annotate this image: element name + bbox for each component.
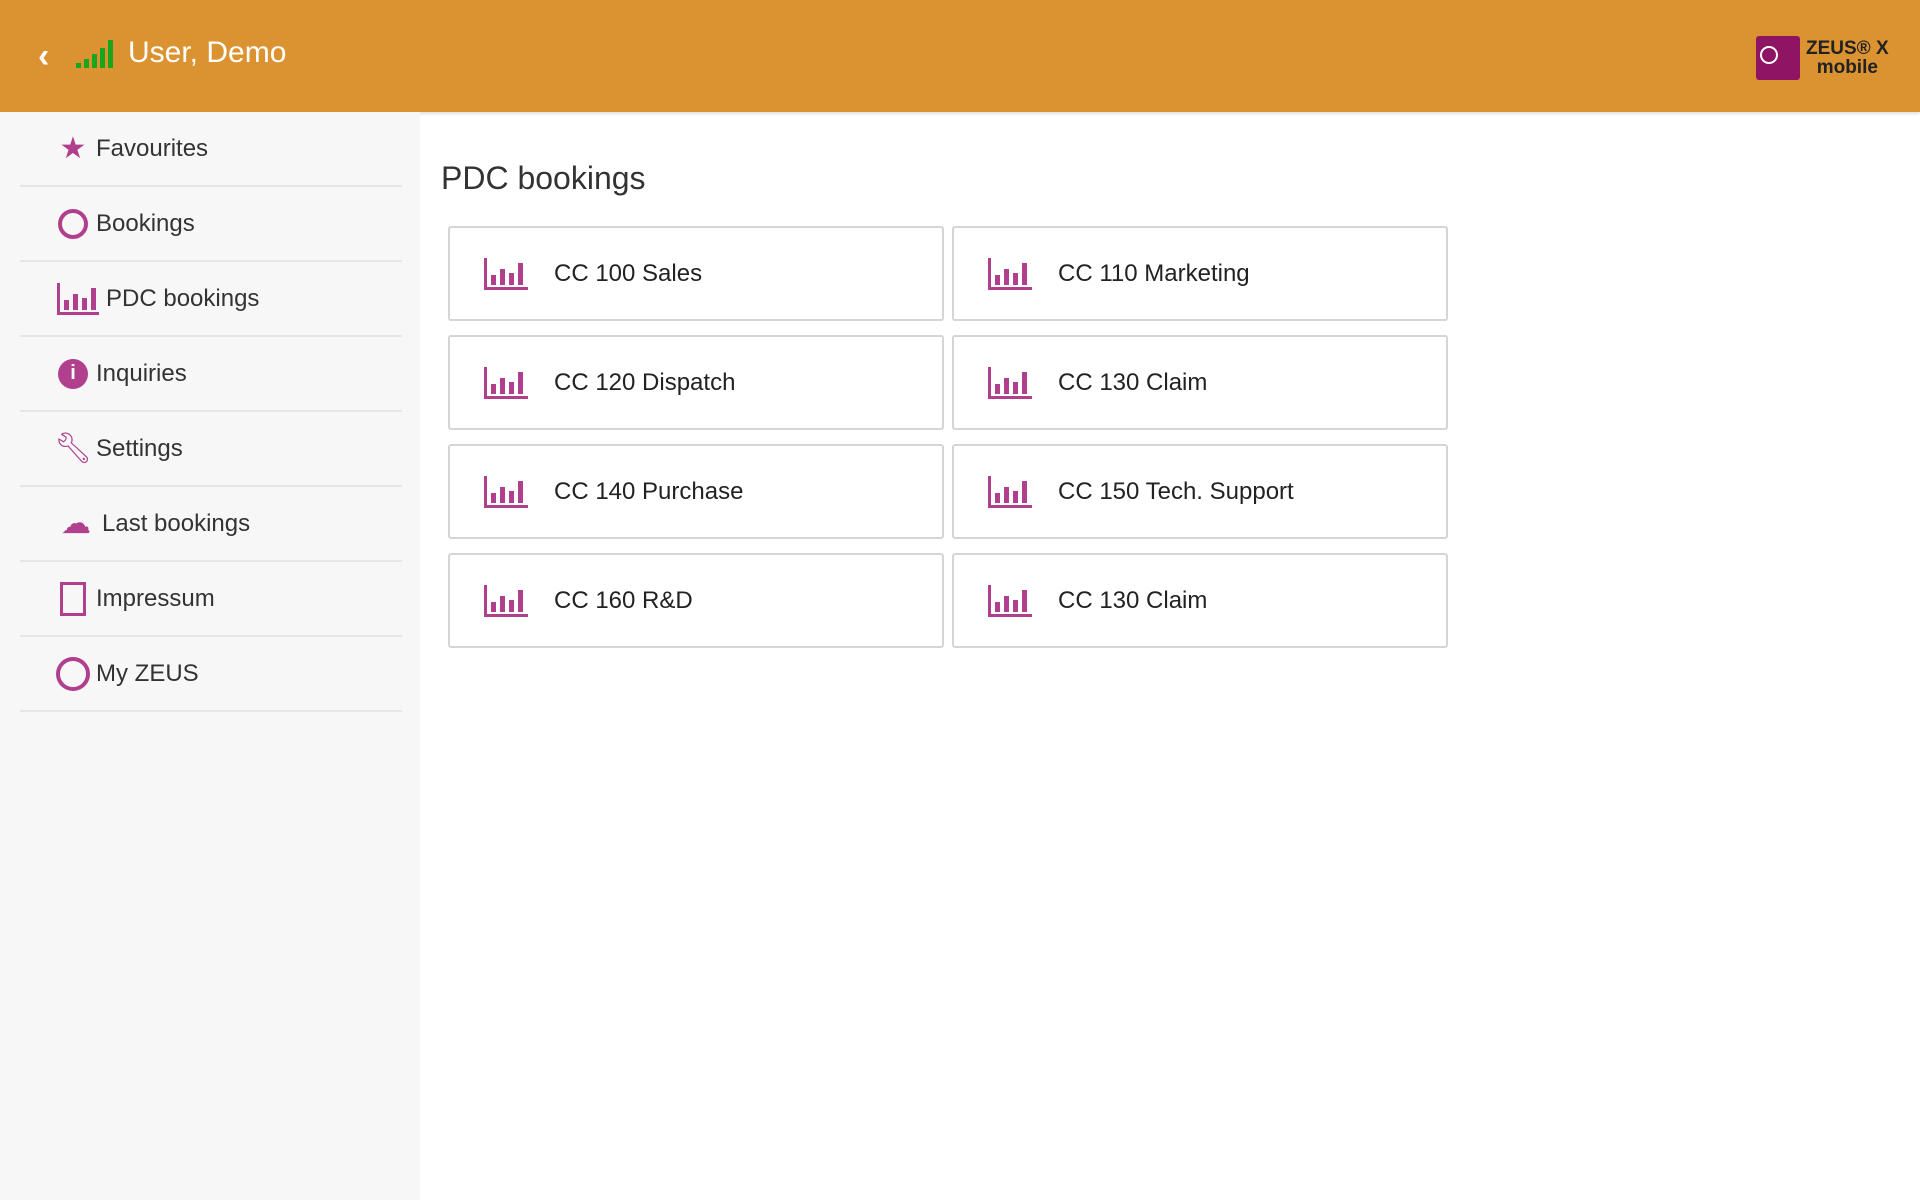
sidebar-item-impressum[interactable]: Impressum (20, 562, 402, 637)
sidebar-item-label: PDC bookings (106, 284, 260, 312)
sidebar-item-label: Last bookings (102, 509, 251, 537)
logo-text: ZEUS® X (1806, 38, 1889, 59)
document-icon (56, 581, 90, 616)
clock-icon (56, 207, 90, 241)
bar-chart-icon (988, 366, 1032, 399)
pdc-card[interactable]: CC 160 R&D (448, 553, 944, 648)
logo-cube-icon (1756, 36, 1800, 80)
wrench-icon: 🔧︎ (53, 432, 93, 465)
pdc-card[interactable]: CC 130 Claim (952, 553, 1448, 648)
card-label: CC 150 Tech. Support (1058, 477, 1294, 505)
card-label: CC 110 Marketing (1058, 259, 1250, 287)
pdc-card[interactable]: CC 110 Marketing (952, 226, 1448, 321)
signal-icon (76, 40, 113, 68)
chevron-left-icon[interactable]: ‹ (38, 37, 50, 75)
sidebar-item-bookings[interactable]: Bookings (20, 187, 402, 262)
pdc-card[interactable]: CC 140 Purchase (448, 444, 944, 539)
user-icon (56, 656, 90, 691)
sidebar-item-pdc-bookings[interactable]: PDC bookings (20, 262, 402, 337)
pdc-card[interactable]: CC 120 Dispatch (448, 335, 944, 430)
sidebar-item-last-bookings[interactable]: ☁ Last bookings (20, 487, 402, 562)
card-label: CC 130 Claim (1058, 586, 1208, 614)
bar-chart-icon (56, 282, 100, 316)
cloud-upload-icon: ☁ (61, 507, 91, 540)
bar-chart-icon (988, 257, 1032, 290)
sidebar-item-inquiries[interactable]: i Inquiries (20, 337, 402, 412)
sidebar-item-label: Bookings (96, 209, 195, 237)
sidebar-item-label: Impressum (96, 584, 215, 612)
bar-chart-icon (484, 257, 528, 290)
bar-chart-icon (484, 475, 528, 508)
bar-chart-icon (484, 366, 528, 399)
bar-chart-icon (988, 475, 1032, 508)
sidebar-item-label: Favourites (96, 134, 209, 162)
star-icon: ★ (59, 132, 87, 165)
sidebar-item-my-zeus[interactable]: My ZEUS (20, 637, 402, 712)
sidebar-item-label: Settings (96, 434, 183, 462)
sidebar-item-settings[interactable]: 🔧︎ Settings (20, 412, 402, 487)
info-icon: i (56, 357, 90, 391)
sidebar-item-favourites[interactable]: ★ Favourites (20, 112, 402, 187)
sidebar: ★ Favourites Bookings PDC bookings i Inqui… (0, 112, 420, 1200)
card-label: CC 160 R&D (554, 586, 693, 614)
user-name: User, Demo (128, 36, 287, 69)
sidebar-item-label: Inquiries (96, 359, 187, 387)
card-label: CC 140 Purchase (554, 477, 744, 505)
card-label: CC 120 Dispatch (554, 368, 736, 396)
pdc-card[interactable]: CC 130 Claim (952, 335, 1448, 430)
card-label: CC 130 Claim (1058, 368, 1208, 396)
bar-chart-icon (988, 584, 1032, 617)
logo-subtext: mobile (1816, 57, 1878, 78)
pdc-card[interactable]: CC 150 Tech. Support (952, 444, 1448, 539)
card-label: CC 100 Sales (554, 259, 703, 287)
sidebar-item-label: My ZEUS (96, 659, 199, 687)
pdc-card[interactable]: CC 100 Sales (448, 226, 944, 321)
bar-chart-icon (484, 584, 528, 617)
page-title: PDC bookings (441, 160, 646, 196)
